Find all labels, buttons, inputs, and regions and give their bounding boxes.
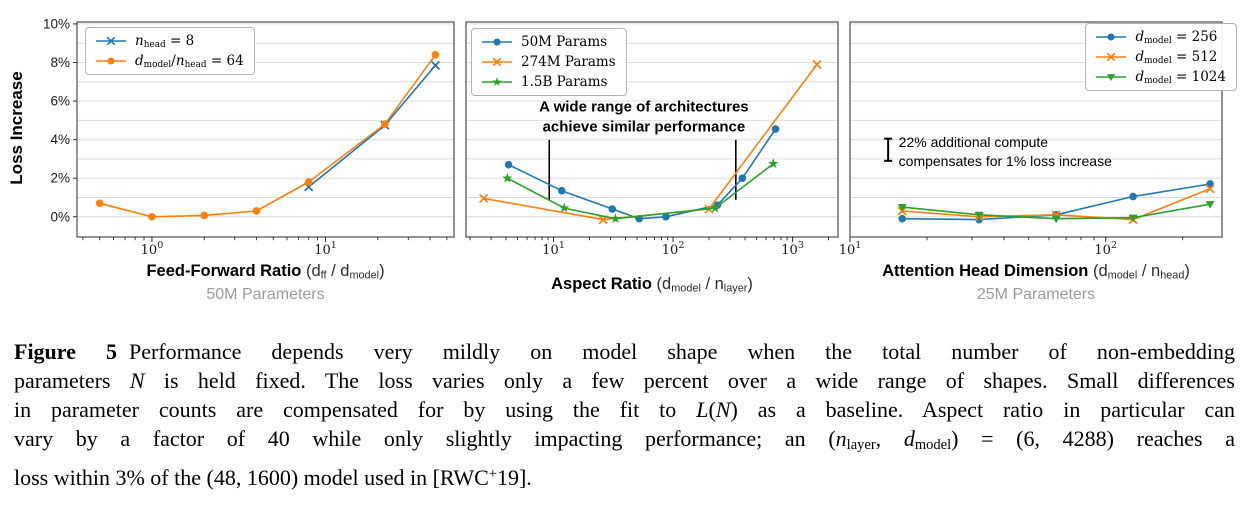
legend-item-274m-params: 274M Params — [480, 52, 616, 72]
caption-line: Figure 5 Performance depends very mildly … — [14, 339, 1235, 364]
legend-marker-o-icon — [1096, 33, 1127, 41]
annotation-aspect-ratio-0: A wide range of architectures achieve sim… — [539, 99, 749, 136]
legend-marker-o-icon — [482, 38, 512, 46]
series-d-model-1024 — [897, 201, 1215, 224]
legend-label: nhead = 8 — [135, 32, 195, 50]
legend-attention-head-dimension: dmodel = 256 dmodel = 512 dmodel = 1024 — [1085, 23, 1237, 91]
svg-text:10%: 10% — [43, 16, 70, 31]
svg-text:compensates for 1% loss increa: compensates for 1% loss increase — [899, 153, 1112, 169]
legend-label: dmodel = 256 — [1135, 28, 1218, 46]
legend-marker-tri-down-icon — [1096, 74, 1127, 82]
legend-marker-star-icon — [482, 77, 512, 87]
legend-item-d-model-1024: dmodel = 1024 — [1094, 67, 1226, 87]
legend-item-1-5b-params: 1.5B Params — [480, 72, 616, 92]
figure-5-plots: 100 101 0% 2% 4% 6% 8% 10% A wide range of archi… — [7, 16, 1237, 303]
legend-aspect-ratio: 50M Params 274M Params 1.5B Params — [471, 28, 627, 96]
figure-caption: Figure 5 Performance depends very mildly … — [14, 337, 1235, 492]
plots-canvas: 100 101 0% 2% 4% 6% 8% 10% A wide range of archi… — [43, 16, 1223, 258]
chart-subtitle-attention-head-dimension: 25M Parameters — [976, 286, 1096, 303]
svg-text:22% additional compute: 22% additional compute — [899, 134, 1049, 150]
x-axis-label-feed-forward-ratio: Feed-Forward Ratio (dff / dmodel) — [146, 262, 385, 282]
x-axis-ticks: 101 102 103 — [469, 237, 829, 258]
legend-marker-x-icon — [96, 36, 126, 46]
legend-label: dmodel/nhead = 64 — [135, 52, 244, 70]
annotation-attention-head-dimension-0: 22% additional compute compensates for 1%… — [899, 134, 1112, 169]
svg-text:102: 102 — [662, 240, 685, 258]
error-bar — [884, 137, 893, 162]
caption-line: vary by a factor of 40 while only slight… — [14, 426, 1235, 454]
legend-marker-x-icon — [482, 57, 512, 67]
x-axis-label-aspect-ratio: Aspect Ratio (dmodel / nlayer) — [551, 275, 753, 295]
range-marker-lines — [548, 139, 737, 200]
svg-text:101: 101 — [839, 240, 862, 258]
series-1-5b-params — [502, 158, 779, 224]
legend-label: 1.5B Params — [521, 74, 608, 90]
svg-text:4%: 4% — [50, 132, 70, 147]
svg-text:6%: 6% — [50, 94, 70, 109]
legend-item-d-model-256: dmodel = 256 — [1094, 27, 1226, 47]
svg-text:100: 100 — [141, 240, 164, 258]
legend-item-d-model-512: dmodel = 512 — [1094, 47, 1226, 67]
svg-text:achieve similar performance: achieve similar performance — [543, 119, 746, 136]
chart-subtitle-feed-forward-ratio: 50M Parameters — [206, 286, 325, 303]
legend-item-50m-params: 50M Params — [480, 32, 616, 52]
gridlines — [77, 23, 454, 218]
svg-text:101: 101 — [542, 240, 565, 258]
y-axis-ticks: 0% 2% 4% 6% 8% 10% — [43, 16, 77, 224]
chart-attention-head-dimension: 22% additional compute compensates for 1%… — [839, 21, 1223, 258]
svg-text:103: 103 — [781, 240, 804, 258]
svg-text:A wide range of architectures: A wide range of architectures — [539, 99, 749, 116]
caption-line: in parameter counts are compensated for … — [14, 397, 1235, 422]
svg-text:2%: 2% — [50, 171, 70, 186]
legend-label: dmodel = 512 — [1135, 48, 1218, 66]
legend-label: 50M Params — [521, 34, 608, 50]
legend-label: dmodel = 1024 — [1135, 68, 1226, 86]
legend-feed-forward-ratio: nhead = 8 dmodel/nhead = 64 — [85, 27, 255, 75]
chart-aspect-ratio: A wide range of architectures achieve sim… — [465, 21, 839, 258]
legend-marker-o-icon — [96, 57, 126, 65]
svg-text:101: 101 — [314, 240, 337, 258]
legend-label: 274M Params — [521, 54, 616, 70]
caption-line: parameters N is held fixed. The loss var… — [14, 368, 1235, 393]
series-d-model-n-head-64 — [95, 50, 440, 221]
chart-feed-forward-ratio: 100 101 0% 2% 4% 6% 8% 10% — [43, 16, 455, 258]
caption-line: loss within 3% of the (48, 1600) model u… — [14, 465, 532, 491]
x-axis-ticks: 100 101 — [82, 237, 448, 258]
legend-marker-x-icon — [1096, 52, 1127, 62]
x-axis-label-attention-head-dimension: Attention Head Dimension (dmodel / nhead… — [882, 262, 1190, 282]
svg-text:8%: 8% — [50, 55, 70, 70]
y-axis-label: Loss Increase — [7, 71, 26, 185]
legend-item-n-head-8: nhead = 8 — [94, 31, 244, 51]
series-n-head-8 — [304, 60, 441, 192]
svg-text:102: 102 — [1094, 240, 1117, 258]
svg-text:0%: 0% — [50, 209, 70, 224]
x-axis-ticks: 101 102 — [839, 237, 1184, 258]
legend-item-d-model-n-head-64: dmodel/nhead = 64 — [94, 51, 244, 71]
